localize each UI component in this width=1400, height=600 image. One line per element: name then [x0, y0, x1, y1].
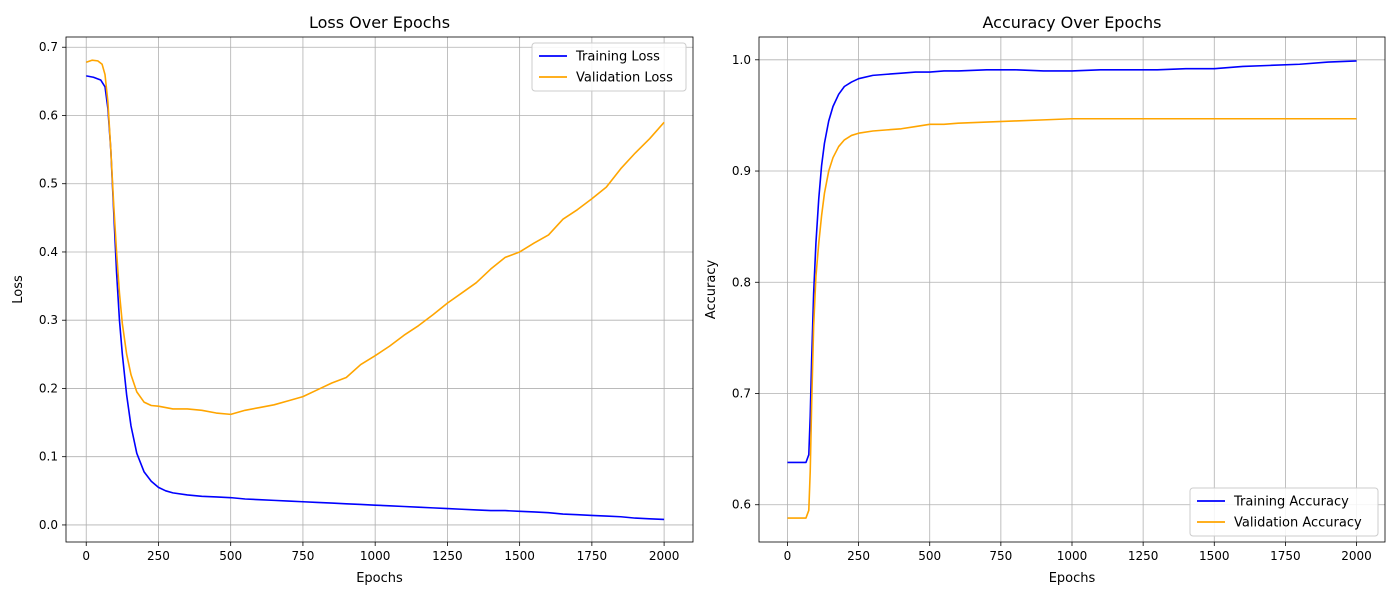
x-tick-label: 1500	[504, 549, 535, 563]
y-tick-label: 0.7	[732, 387, 751, 401]
y-tick-label: 0.5	[39, 177, 58, 191]
y-tick-label: 1.0	[732, 53, 751, 67]
x-axis-label: Epochs	[356, 571, 403, 586]
x-tick-label: 0	[784, 549, 792, 563]
x-axis-label: Epochs	[1049, 571, 1096, 586]
x-tick-label: 250	[847, 549, 870, 563]
x-tick-label: 750	[989, 549, 1012, 563]
x-tick-label: 500	[918, 549, 941, 563]
x-tick-label: 1250	[432, 549, 463, 563]
x-tick-label: 750	[291, 549, 314, 563]
x-tick-label: 1000	[360, 549, 391, 563]
y-axis-label: Accuracy	[704, 260, 719, 320]
x-tick-label: 1750	[577, 549, 608, 563]
x-tick-label: 1000	[1057, 549, 1088, 563]
series-line-validation-loss	[85, 59, 665, 416]
legend: Training Accuracy Validation Accuracy	[1189, 487, 1379, 537]
y-tick-label: 0.1	[39, 450, 58, 464]
x-tick-label: 250	[147, 549, 170, 563]
series-line-validation-accuracy	[787, 117, 1357, 519]
x-tick-label: 1750	[1270, 549, 1301, 563]
chart-panel-1: 0 250 500 750 1000 1250 1500 1750 2000 0.0 0.1 0.2 0…	[11, 13, 694, 586]
y-tick-label: 0.6	[732, 498, 751, 512]
legend-box	[1189, 487, 1379, 537]
legend-label: Training Loss	[575, 50, 660, 65]
y-tick-label: 0.9	[732, 164, 751, 178]
y-tick-label: 0.7	[39, 40, 58, 54]
chart-title: Accuracy Over Epochs	[982, 13, 1161, 32]
y-tick-label: 0.0	[39, 518, 58, 532]
legend-box	[531, 42, 687, 92]
y-tick-label: 0.2	[39, 381, 58, 395]
series-line-training-accuracy	[787, 60, 1357, 464]
x-tick-label: 2000	[649, 549, 680, 563]
legend-label: Validation Accuracy	[1234, 516, 1362, 531]
y-tick-label: 0.3	[39, 313, 58, 327]
y-tick-label: 0.4	[39, 245, 58, 259]
legend-label: Validation Loss	[576, 71, 673, 86]
x-tick-label: 0	[82, 549, 90, 563]
chart-title: Loss Over Epochs	[309, 13, 450, 32]
series-line-training-loss	[86, 75, 665, 521]
x-tick-label: 1500	[1199, 549, 1230, 563]
legend-label: Training Accuracy	[1233, 495, 1349, 510]
chart-panel-2: 0 250 500 750 1000 1250 1500 1750 2000 0.6 0.7 0.8 0…	[704, 13, 1386, 586]
y-tick-label: 0.6	[39, 108, 58, 122]
x-tick-label: 1250	[1128, 549, 1159, 563]
x-tick-label: 500	[219, 549, 242, 563]
y-tick-label: 0.8	[732, 275, 751, 289]
y-axis-label: Loss	[11, 275, 26, 304]
axes-frame	[65, 36, 694, 543]
legend: Training Loss Validation Loss	[531, 42, 687, 92]
x-tick-label: 2000	[1341, 549, 1372, 563]
